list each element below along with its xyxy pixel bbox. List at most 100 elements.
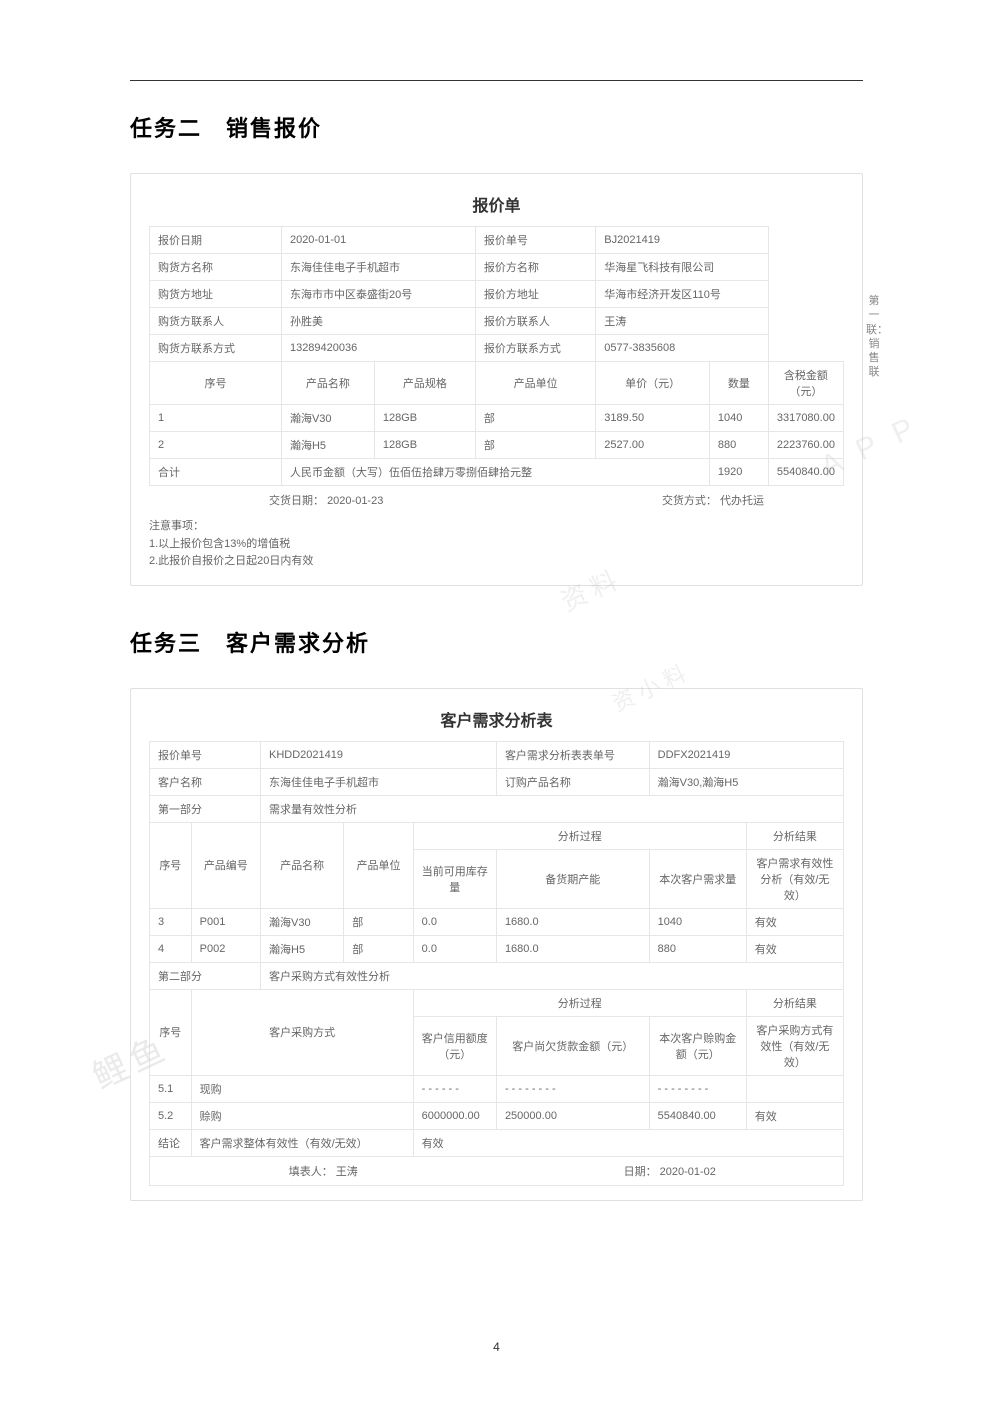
p1-demand: 本次客户需求量	[649, 849, 746, 908]
cell-qty: 880	[709, 432, 768, 459]
p1-cell-pname: 瀚海V30	[261, 908, 344, 935]
quote-card: 报价单 第一联：销售联 报价日期 2020-01-01 报价单号 BJ20214…	[130, 173, 863, 586]
page-number: 4	[0, 1340, 993, 1354]
cell-unit: 部	[475, 405, 595, 432]
p1-seq: 序号	[150, 822, 192, 908]
p2-valid: 客户采购方式有效性（有效/无效）	[746, 1016, 843, 1075]
filler-label: 填表人：	[289, 1166, 333, 1178]
total-amt: 5540840.00	[768, 459, 843, 486]
lbl-quote-date: 报价日期	[150, 227, 282, 254]
p2-cell-method: 现购	[191, 1075, 413, 1102]
p1-validity: 客户需求有效性分析（有效/无效）	[746, 849, 843, 908]
conclusion-full-label: 客户需求整体有效性（有效/无效）	[191, 1129, 413, 1156]
p2-row: 5.2 赊购 6000000.00 250000.00 5540840.00 有…	[150, 1102, 844, 1129]
p2-cell-credit: - - - - - -	[413, 1075, 496, 1102]
p1-pname: 产品名称	[261, 822, 344, 908]
lbl-analysis-no: 客户需求分析表表单号	[496, 741, 649, 768]
p1-cell-stock: 0.0	[413, 935, 496, 962]
cell-amt: 2223760.00	[768, 432, 843, 459]
filler-name: 王涛	[336, 1166, 358, 1178]
val-cust-name: 东海佳佳电子手机超市	[261, 768, 497, 795]
val-buyer-name: 东海佳佳电子手机超市	[281, 254, 475, 281]
p2-amt: 本次客户赊购金额（元）	[649, 1016, 746, 1075]
p1-pcode: 产品编号	[191, 822, 260, 908]
fill-date: 2020-01-02	[660, 1166, 716, 1178]
p1-cell-supply: 1680.0	[496, 908, 649, 935]
p2-cell-valid	[746, 1075, 843, 1102]
total-label: 合计	[150, 459, 282, 486]
quote-total-row: 合计 人民币金额（大写）伍佰伍拾肆万零捌佰肆拾元整 1920 5540840.0…	[150, 459, 844, 486]
demand-card: 客户需求分析表 报价单号 KHDD2021419 客户需求分析表表单号 DDFX…	[130, 688, 863, 1201]
col-amt: 含税金额（元）	[768, 362, 843, 405]
val-buyer-addr: 东海市市中区泰盛街20号	[281, 281, 475, 308]
p2-credit: 客户信用额度（元）	[413, 1016, 496, 1075]
demand-footer: 填表人： 王涛 日期： 2020-01-02	[149, 1157, 844, 1186]
val-buyer-phone: 13289420036	[281, 335, 475, 362]
lbl-buyer-name: 购货方名称	[150, 254, 282, 281]
demand-table: 报价单号 KHDD2021419 客户需求分析表表单号 DDFX2021419 …	[149, 741, 844, 1157]
deliv-date: 2020-01-23	[327, 495, 383, 507]
col-seq: 序号	[150, 362, 282, 405]
col-pname: 产品名称	[281, 362, 374, 405]
val-seller-addr: 华海市经济开发区110号	[596, 281, 769, 308]
val-buyer-contact: 孙胜美	[281, 308, 475, 335]
quote-title: 报价单	[149, 192, 844, 216]
p2-cell-unpaid: - - - - - - - -	[496, 1075, 649, 1102]
quote-row: 1 瀚海V30 128GB 部 3189.50 1040 3317080.00	[150, 405, 844, 432]
p1-cell-punit: 部	[344, 908, 413, 935]
p2-unpaid: 客户尚欠货款金额（元）	[496, 1016, 649, 1075]
quote-delivery-line: 交货日期： 2020-01-23 交货方式： 代办托运	[149, 492, 844, 508]
lbl-quote-no: 报价单号	[475, 227, 595, 254]
cell-qty: 1040	[709, 405, 768, 432]
cell-price: 3189.50	[596, 405, 710, 432]
p1-punit: 产品单位	[344, 822, 413, 908]
lbl-seller-addr: 报价方地址	[475, 281, 595, 308]
lbl-buyer-phone: 购货方联系方式	[150, 335, 282, 362]
col-qty: 数量	[709, 362, 768, 405]
col-spec: 产品规格	[374, 362, 475, 405]
lbl-buyer-addr: 购货方地址	[150, 281, 282, 308]
p2-cell-credit: 6000000.00	[413, 1102, 496, 1129]
val-quote-no2: KHDD2021419	[261, 741, 497, 768]
task2-heading: 任务二 销售报价	[130, 111, 863, 143]
quote-notes: 注意事项： 1.以上报价包含13%的增值税 2.此报价自报价之日起20日内有效	[149, 518, 844, 571]
val-order-prod: 瀚海V30,瀚海H5	[649, 768, 843, 795]
quote-row: 2 瀚海H5 128GB 部 2527.00 880 2223760.00	[150, 432, 844, 459]
lbl-seller-name: 报价方名称	[475, 254, 595, 281]
part1-label: 第一部分	[150, 795, 261, 822]
lbl-quote-no2: 报价单号	[150, 741, 261, 768]
val-quote-no: BJ2021419	[596, 227, 769, 254]
p1-cell-pname: 瀚海H5	[261, 935, 344, 962]
total-qty: 1920	[709, 459, 768, 486]
p1-cell-pcode: P001	[191, 908, 260, 935]
p1-cell-supply: 1680.0	[496, 935, 649, 962]
p1-stock: 当前可用库存量	[413, 849, 496, 908]
p1-cell-pcode: P002	[191, 935, 260, 962]
conclusion-value: 有效	[413, 1129, 843, 1156]
p2-process: 分析过程	[413, 989, 746, 1016]
p2-seq: 序号	[150, 989, 192, 1075]
p1-row: 4 P002 瀚海H5 部 0.0 1680.0 880 有效	[150, 935, 844, 962]
cell-pname: 瀚海H5	[281, 432, 374, 459]
p1-cell-stock: 0.0	[413, 908, 496, 935]
p2-cell-seq: 5.1	[150, 1075, 192, 1102]
val-analysis-no: DDFX2021419	[649, 741, 843, 768]
p1-result: 分析结果	[746, 822, 843, 849]
cell-amt: 3317080.00	[768, 405, 843, 432]
p1-cell-punit: 部	[344, 935, 413, 962]
p1-cell-demand: 880	[649, 935, 746, 962]
cell-unit: 部	[475, 432, 595, 459]
part1-title: 需求量有效性分析	[261, 795, 844, 822]
fill-date-label: 日期：	[624, 1166, 657, 1178]
cell-seq: 2	[150, 432, 282, 459]
col-unit: 产品单位	[475, 362, 595, 405]
col-price: 单价（元）	[596, 362, 710, 405]
p2-result: 分析结果	[746, 989, 843, 1016]
p2-cell-method: 赊购	[191, 1102, 413, 1129]
p2-cell-valid: 有效	[746, 1102, 843, 1129]
cell-pname: 瀚海V30	[281, 405, 374, 432]
total-text: 人民币金额（大写）伍佰伍拾肆万零捌佰肆拾元整	[281, 459, 709, 486]
task3-heading: 任务三 客户需求分析	[130, 626, 863, 658]
p2-method: 客户采购方式	[191, 989, 413, 1075]
p1-supply: 备货期产能	[496, 849, 649, 908]
